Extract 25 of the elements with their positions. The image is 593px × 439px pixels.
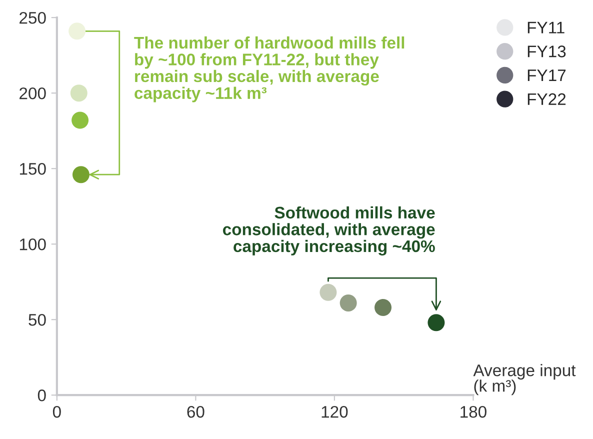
x-tick-label: 0 (52, 406, 61, 418)
annotation: The number of hardwood mills fell by ~100 from FY11-22, but they remain sub scale, with average capacity ~11k m³ (134, 36, 404, 102)
x-tick-label: 60 (187, 406, 204, 418)
y-tick-label: 100 (20, 238, 46, 250)
y-tick-label: 50 (28, 314, 46, 326)
text: FY17 (528, 70, 566, 82)
point (374, 299, 392, 316)
x-axis-title: Average input (k m³) (473, 364, 576, 396)
point (72, 112, 89, 129)
annotation: Softwood mills have consolidated, with average capacity increasing ~40% (222, 206, 435, 256)
x-tick-label: 180 (460, 406, 486, 418)
y-tick-label: 250 (20, 12, 46, 24)
point (68, 22, 86, 40)
point (70, 84, 88, 102)
point (72, 166, 90, 184)
x-tick-label: 120 (322, 406, 348, 418)
y-tick-label: 200 (20, 87, 46, 100)
text: FY13 (528, 46, 566, 58)
legend-label: FY11 (528, 22, 564, 34)
point (320, 284, 337, 301)
point (340, 294, 357, 312)
point (428, 314, 445, 332)
text: FY22 (528, 93, 566, 105)
y-tick-label: 0 (38, 390, 46, 402)
y-tick-label: 150 (20, 162, 46, 175)
